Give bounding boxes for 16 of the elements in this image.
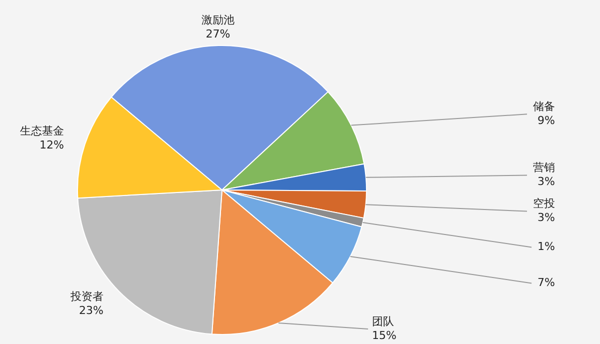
slice-label: 营销 <box>533 161 555 174</box>
slice-label: 生态基金 <box>20 124 64 138</box>
slice-label: 空投 <box>533 197 555 210</box>
data-label: 15% <box>372 328 397 342</box>
data-label: 3% <box>538 175 555 188</box>
data-label: 27% <box>206 27 230 40</box>
slice-label: 储备 <box>533 100 555 113</box>
slice-label: 激励池 <box>201 13 234 26</box>
data-label: 9% <box>538 114 555 127</box>
data-label: 1% <box>538 240 555 254</box>
data-label: 23% <box>78 304 104 317</box>
slice-label: 团队 <box>372 314 394 328</box>
data-label: 3% <box>538 211 555 224</box>
data-label: 7% <box>538 276 555 290</box>
slice-label: 投资者 <box>69 290 104 303</box>
data-label: 12% <box>40 138 64 152</box>
